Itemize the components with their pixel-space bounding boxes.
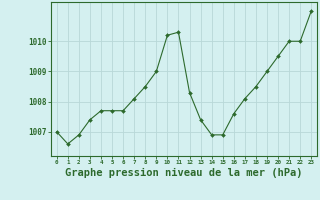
X-axis label: Graphe pression niveau de la mer (hPa): Graphe pression niveau de la mer (hPa) bbox=[65, 168, 303, 178]
